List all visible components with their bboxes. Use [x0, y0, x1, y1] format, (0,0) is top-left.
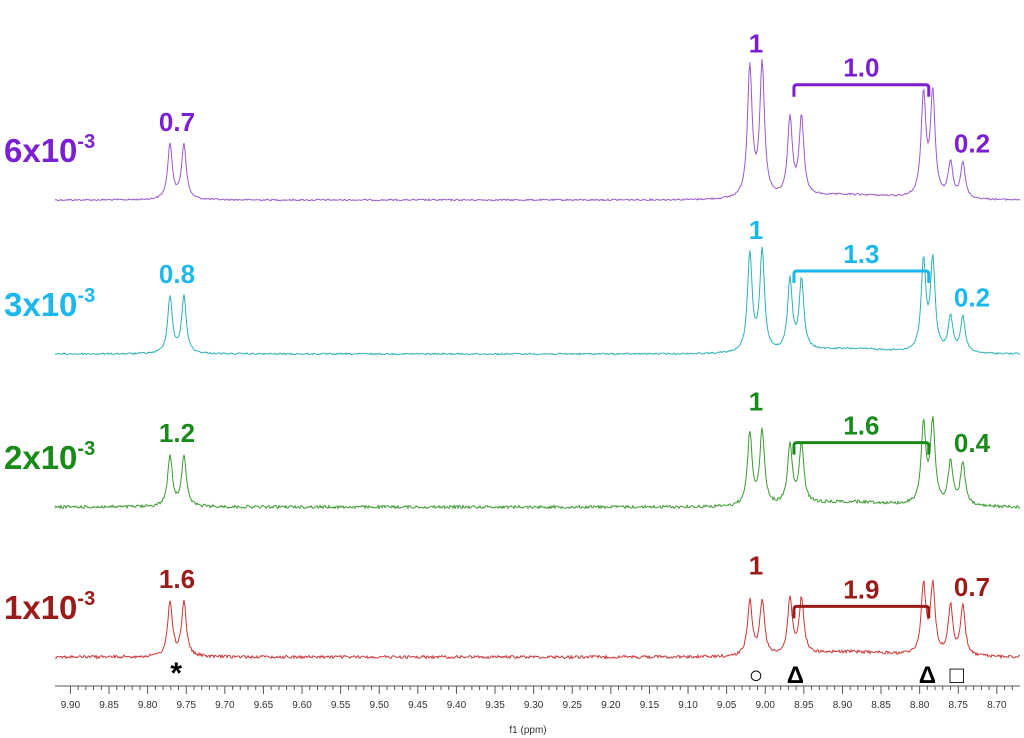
integral-label-square: 0.7 — [954, 572, 990, 602]
peak-marker: * — [170, 657, 182, 690]
integral-label-square: 0.2 — [954, 129, 990, 159]
peak-marker: Δ — [919, 662, 936, 689]
x-tick-label: 9.75 — [177, 700, 197, 711]
x-tick-label: 8.85 — [871, 700, 891, 711]
integral-label-triangle: 1.9 — [843, 574, 879, 604]
integral-label-asterisk: 1.2 — [159, 418, 195, 448]
integral-label-triangle: 1.0 — [843, 53, 879, 83]
integral-bracket — [792, 269, 931, 284]
x-tick-label: 9.70 — [215, 700, 235, 711]
x-tick-label: 9.50 — [370, 700, 390, 711]
x-axis-ticks: 9.90 9.85 9.80 9.75 9.70 9.65 9.60 9.55 9.50 9.45… — [61, 686, 1013, 711]
peak-marker: □ — [949, 662, 964, 689]
x-tick-label: 9.85 — [99, 700, 119, 711]
x-axis-title: f1 (ppm) — [509, 725, 546, 736]
x-tick-label: 9.00 — [756, 700, 776, 711]
x-tick-label: 8.75 — [949, 700, 969, 711]
x-axis: 9.90 9.85 9.80 9.75 9.70 9.65 9.60 9.55 9.50 9.45… — [55, 685, 1020, 736]
integral-label-circle: 1 — [749, 387, 763, 417]
x-tick-label: 9.65 — [254, 700, 274, 711]
x-tick-label: 9.40 — [447, 700, 467, 711]
peak-markers-group: * ○ Δ Δ □ — [170, 657, 964, 690]
x-tick-label: 9.45 — [408, 700, 428, 711]
integral-label-square: 0.4 — [954, 428, 991, 458]
x-tick-label: 9.30 — [524, 700, 544, 711]
integral-label-asterisk: 0.8 — [159, 259, 195, 289]
integral-label-circle: 1 — [749, 29, 763, 59]
x-tick-label: 9.25 — [563, 700, 583, 711]
x-tick-label: 8.70 — [987, 700, 1007, 711]
integral-label-triangle: 1.6 — [843, 411, 879, 441]
peak-marker: ○ — [749, 662, 764, 689]
spectrum-line-2 — [54, 246, 1021, 356]
x-tick-label: 9.80 — [138, 700, 158, 711]
x-tick-label: 9.20 — [601, 700, 621, 711]
spectrum-line-1 — [54, 59, 1021, 202]
integral-label-asterisk: 1.6 — [159, 564, 195, 594]
x-tick-label: 9.15 — [640, 700, 660, 711]
series-label: 6x10-3 — [4, 131, 95, 169]
integral-label-circle: 1 — [749, 550, 763, 580]
integral-label-circle: 1 — [749, 215, 763, 245]
series-label: 3x10-3 — [4, 285, 95, 323]
annotations-group: 6x10-3 0.7 1 1.0 0.2 3x10-3 0.8 1 1.3 0.2 2x10-3 1.… — [4, 29, 991, 626]
peak-marker: Δ — [787, 662, 804, 689]
x-tick-label: 9.05 — [717, 700, 737, 711]
integral-label-square: 0.2 — [954, 283, 990, 313]
x-tick-label: 9.35 — [485, 700, 505, 711]
series-label: 1x10-3 — [4, 588, 95, 626]
x-tick-label: 9.90 — [61, 700, 81, 711]
spectra-group — [54, 59, 1021, 660]
x-tick-label: 8.95 — [794, 700, 814, 711]
integral-label-asterisk: 0.7 — [159, 107, 195, 137]
integral-bracket — [792, 604, 931, 619]
series-label: 2x10-3 — [4, 438, 95, 476]
integral-label-triangle: 1.3 — [843, 239, 879, 269]
integral-bracket — [792, 441, 931, 455]
x-tick-label: 9.10 — [678, 700, 698, 711]
spectrum-line-3 — [54, 416, 1021, 510]
x-tick-label: 8.90 — [833, 700, 853, 711]
x-tick-label: 8.80 — [910, 700, 930, 711]
x-tick-label: 9.60 — [292, 700, 312, 711]
integral-bracket — [792, 83, 931, 97]
x-tick-label: 9.55 — [331, 700, 351, 711]
spectrum-line-4 — [54, 579, 1021, 660]
